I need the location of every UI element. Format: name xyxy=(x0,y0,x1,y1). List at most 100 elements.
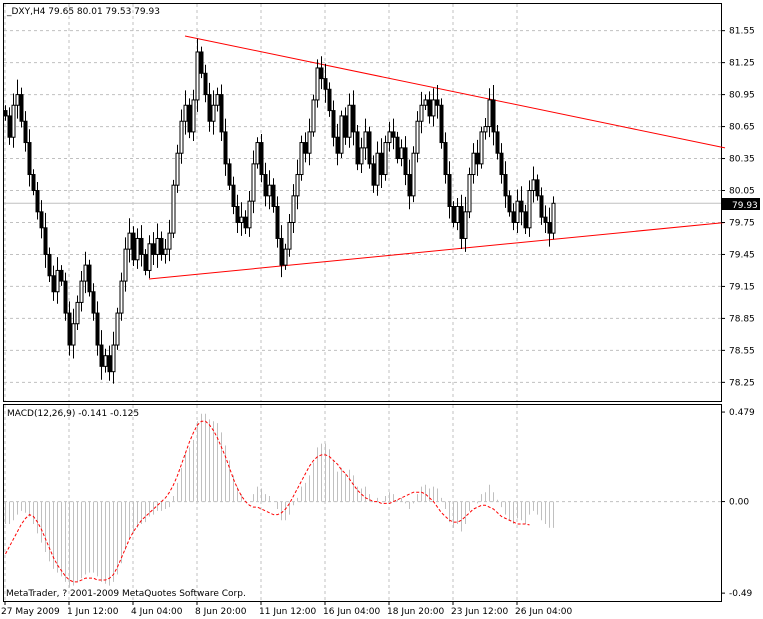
candle-body-down xyxy=(159,237,164,255)
candle-body-down xyxy=(187,104,192,133)
candle-body-down xyxy=(367,131,372,165)
candle-body-down xyxy=(59,269,64,282)
candle-body-up xyxy=(299,142,304,176)
candle-body-down xyxy=(371,163,376,186)
candle-body-up xyxy=(15,94,20,106)
candle-body-up xyxy=(123,248,128,282)
candle-body-up xyxy=(163,248,168,255)
candle-body-up xyxy=(471,152,476,176)
candle-body-down xyxy=(19,94,24,122)
candle-body-down xyxy=(43,227,48,255)
candle-body-down xyxy=(511,211,516,223)
price-tick-label: 79.45 xyxy=(729,250,755,260)
candle-body-down xyxy=(35,190,40,213)
candle-body-up xyxy=(399,147,404,160)
candle-body-down xyxy=(475,152,480,165)
candle-body-up xyxy=(411,152,416,197)
candle-body-down xyxy=(227,163,232,186)
candle-body-down xyxy=(507,195,512,213)
candle-body-up xyxy=(111,344,116,373)
candle-body-down xyxy=(47,253,52,277)
candle-body-up xyxy=(255,142,260,165)
candle-body-up xyxy=(287,221,292,250)
candle-body-up xyxy=(307,131,312,154)
time-tick-label: 4 Jun 04:00 xyxy=(131,607,183,617)
macd-title-label: MACD(12,26,9) -0.141 -0.125 xyxy=(7,409,139,419)
candle-body-down xyxy=(439,104,444,144)
price-tick-label: 81.55 xyxy=(729,27,755,37)
time-tick-label: 11 Jun 12:00 xyxy=(259,607,316,617)
candle-body-down xyxy=(499,152,504,176)
macd-signal-line xyxy=(5,420,530,583)
candlesticks xyxy=(3,38,556,384)
candle-body-up xyxy=(455,206,460,223)
candle-body-down xyxy=(259,142,264,176)
candle-body-down xyxy=(539,195,544,218)
candle-body-up xyxy=(119,280,124,314)
candle-body-up xyxy=(363,131,368,149)
candle-body-down xyxy=(31,174,36,192)
candle-body-down xyxy=(491,99,496,133)
time-tick-label: 8 Jun 20:00 xyxy=(195,607,247,617)
candle-body-down xyxy=(435,99,440,106)
candle-body-down xyxy=(139,237,144,255)
candle-body-down xyxy=(547,221,552,234)
candle-body-down xyxy=(87,264,92,293)
candle-body-up xyxy=(387,131,392,144)
candle-body-down xyxy=(67,312,72,346)
candle-body-down xyxy=(459,206,464,239)
price-tick-label: 81.25 xyxy=(729,59,755,69)
grid xyxy=(4,4,721,601)
current-price-box xyxy=(722,198,760,210)
price-tick-label: 79.15 xyxy=(729,282,755,292)
candle-body-down xyxy=(327,88,332,112)
candle-body-up xyxy=(83,264,88,282)
candle-body-up xyxy=(267,184,272,197)
price-tick-label: 80.65 xyxy=(729,123,755,133)
candle-body-up xyxy=(463,211,468,239)
candle-body-up xyxy=(551,202,556,234)
trendlines[interactable] xyxy=(148,35,726,280)
trendline xyxy=(184,35,726,149)
price-tick-label: 80.05 xyxy=(729,187,755,197)
candle-body-up xyxy=(11,104,16,138)
candle-body-down xyxy=(91,291,96,314)
candle-body-down xyxy=(335,136,340,154)
price-tick-label: 80.95 xyxy=(729,91,755,101)
candle-body-down xyxy=(99,344,104,367)
candle-body-down xyxy=(235,206,240,223)
candle-body-down xyxy=(199,51,204,74)
candle-body-down xyxy=(447,174,452,207)
candle-body-down xyxy=(51,275,56,293)
candle-body-down xyxy=(95,312,100,346)
candle-body-up xyxy=(315,67,320,101)
macd-tick-label: 0.479 xyxy=(729,408,755,418)
candle-body-down xyxy=(207,94,212,122)
candle-body-up xyxy=(383,142,388,176)
macd-tick-label: 0.00 xyxy=(729,498,749,508)
time-tick-label: 26 Jun 04:00 xyxy=(515,607,572,617)
candle-body-up xyxy=(479,131,484,165)
candle-body-down xyxy=(243,216,248,229)
candle-body-up xyxy=(483,126,488,133)
candle-body-up xyxy=(531,179,536,192)
candle-body-down xyxy=(263,174,268,197)
macd-histogram xyxy=(5,413,554,588)
candle-body-down xyxy=(543,216,548,223)
candle-body-up xyxy=(135,237,140,261)
candle-body-up xyxy=(171,184,176,234)
candle-body-up xyxy=(423,99,428,106)
time-tick-label: 18 Jun 20:00 xyxy=(387,607,444,617)
candle-body-up xyxy=(155,237,160,255)
macd-tick-label: -0.49 xyxy=(729,589,753,599)
candle-body-up xyxy=(251,163,256,202)
candle-body-down xyxy=(351,104,356,133)
candle-body-down xyxy=(451,206,456,223)
candle-body-down xyxy=(279,237,284,266)
trendline xyxy=(148,221,726,280)
candle-body-up xyxy=(431,99,436,117)
candle-body-down xyxy=(519,200,524,213)
candle-body-up xyxy=(339,115,344,154)
time-tick-label: 1 Jun 12:00 xyxy=(67,607,119,617)
